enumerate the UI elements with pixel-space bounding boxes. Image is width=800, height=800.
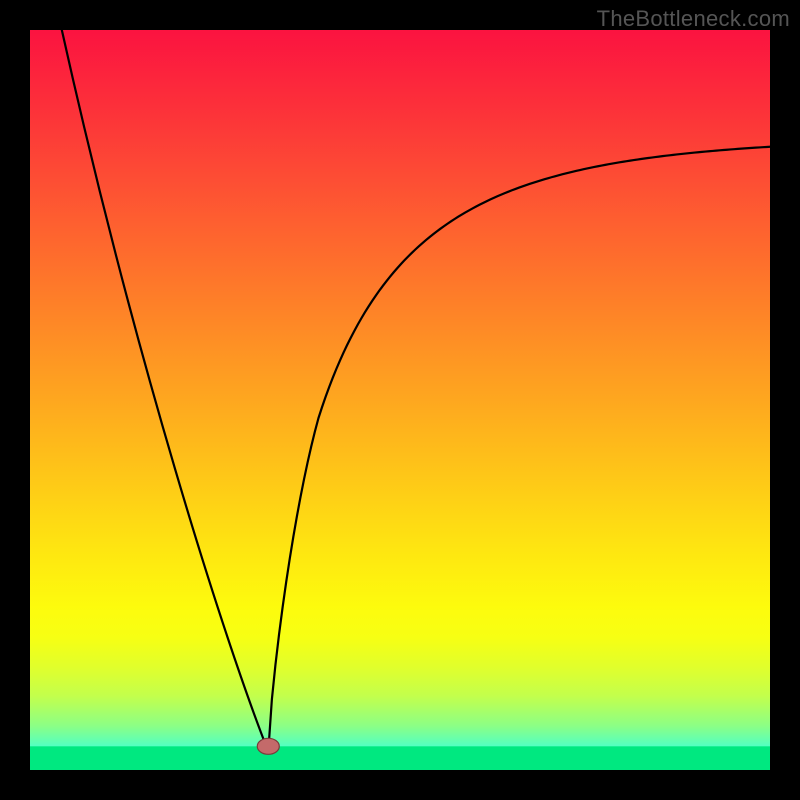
watermark-label: TheBottleneck.com	[597, 6, 790, 32]
bottleneck-chart	[0, 0, 800, 800]
chart-container: TheBottleneck.com	[0, 0, 800, 800]
